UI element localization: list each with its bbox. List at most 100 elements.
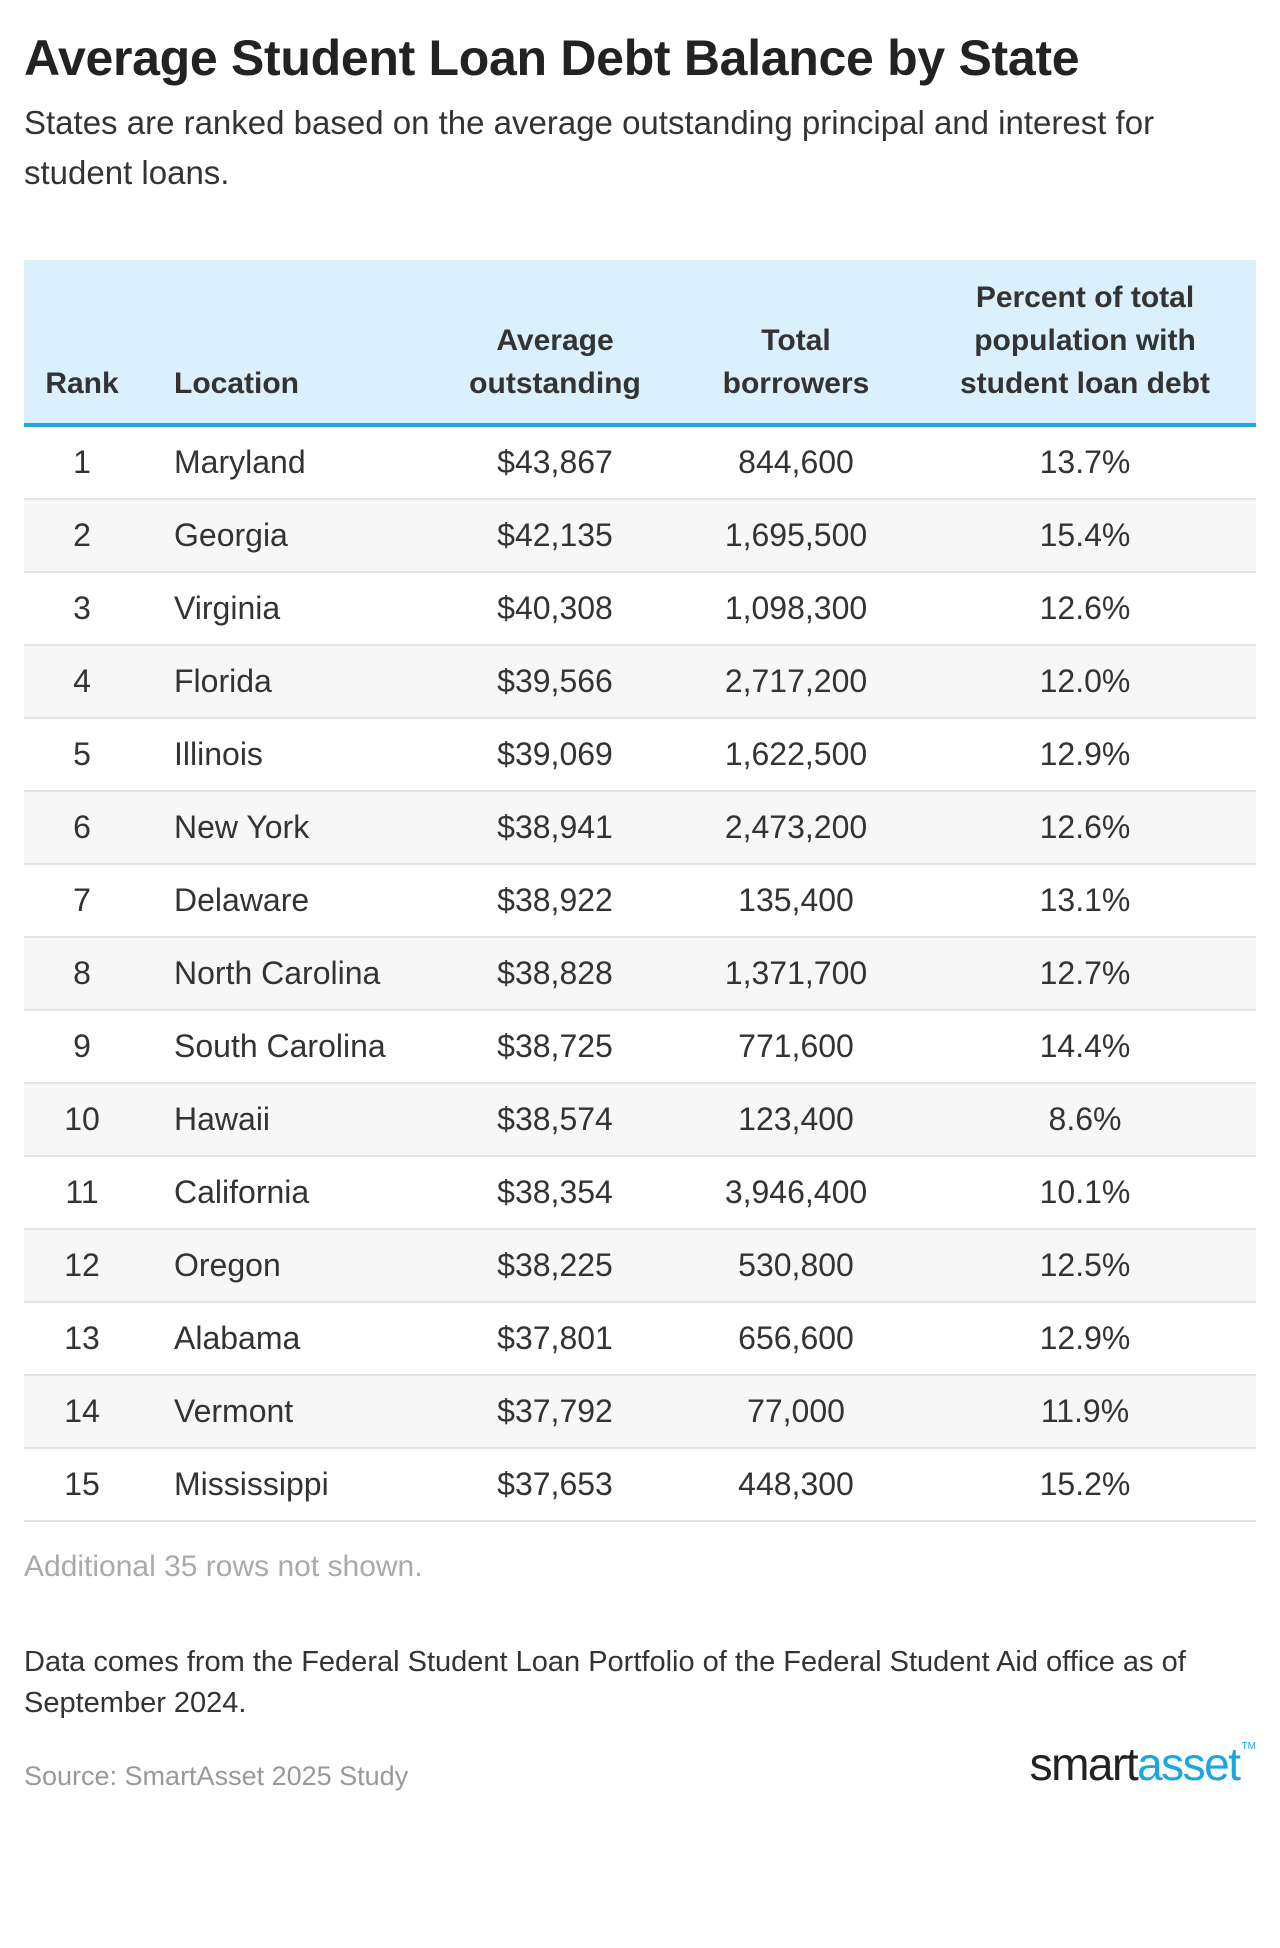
- cell-percent: 12.7%: [914, 937, 1256, 1011]
- cell-rank: 2: [24, 499, 140, 573]
- cell-average-outstanding: $39,069: [432, 718, 678, 792]
- table-row: 7 Delaware $38,922 135,400 13.1%: [24, 864, 1256, 938]
- smartasset-logo: smartasset TM: [1030, 1736, 1256, 1792]
- cell-average-outstanding: $39,566: [432, 645, 678, 719]
- cell-percent: 11.9%: [914, 1375, 1256, 1449]
- page: Average Student Loan Debt Balance by Sta…: [24, 30, 1256, 1792]
- table-row: 11 California $38,354 3,946,400 10.1%: [24, 1156, 1256, 1230]
- table-row: 8 North Carolina $38,828 1,371,700 12.7%: [24, 937, 1256, 1011]
- cell-location: Alabama: [140, 1302, 432, 1376]
- cell-total-borrowers: 1,622,500: [678, 718, 914, 792]
- table-row: 12 Oregon $38,225 530,800 12.5%: [24, 1229, 1256, 1303]
- table-row: 5 Illinois $39,069 1,622,500 12.9%: [24, 718, 1256, 792]
- cell-location: Delaware: [140, 864, 432, 938]
- cell-rank: 5: [24, 718, 140, 792]
- cell-average-outstanding: $38,828: [432, 937, 678, 1011]
- cell-average-outstanding: $38,574: [432, 1083, 678, 1157]
- cell-average-outstanding: $38,922: [432, 864, 678, 938]
- cell-percent: 13.7%: [914, 425, 1256, 500]
- cell-total-borrowers: 2,717,200: [678, 645, 914, 719]
- cell-rank: 1: [24, 425, 140, 500]
- cell-rank: 15: [24, 1448, 140, 1522]
- cell-average-outstanding: $37,653: [432, 1448, 678, 1522]
- header-rank: Rank: [24, 260, 140, 427]
- cell-total-borrowers: 1,371,700: [678, 937, 914, 1011]
- cell-location: New York: [140, 791, 432, 865]
- cell-rank: 14: [24, 1375, 140, 1449]
- cell-rank: 4: [24, 645, 140, 719]
- cell-percent: 12.0%: [914, 645, 1256, 719]
- cell-total-borrowers: 123,400: [678, 1083, 914, 1157]
- cell-rank: 8: [24, 937, 140, 1011]
- cell-average-outstanding: $38,725: [432, 1010, 678, 1084]
- cell-location: California: [140, 1156, 432, 1230]
- cell-average-outstanding: $43,867: [432, 425, 678, 500]
- cell-percent: 12.5%: [914, 1229, 1256, 1303]
- cell-location: Oregon: [140, 1229, 432, 1303]
- cell-location: South Carolina: [140, 1010, 432, 1084]
- header-average-outstanding: Average outstanding: [432, 260, 678, 427]
- cell-percent: 15.2%: [914, 1448, 1256, 1522]
- cell-rank: 9: [24, 1010, 140, 1084]
- table-row: 4 Florida $39,566 2,717,200 12.0%: [24, 645, 1256, 719]
- cell-rank: 10: [24, 1083, 140, 1157]
- cell-percent: 15.4%: [914, 499, 1256, 573]
- logo-smart: smart: [1029, 1738, 1139, 1790]
- data-table: Rank Location Average outstanding Total …: [24, 260, 1256, 1522]
- table-row: 15 Mississippi $37,653 448,300 15.2%: [24, 1448, 1256, 1522]
- cell-percent: 13.1%: [914, 864, 1256, 938]
- subtitle: States are ranked based on the average o…: [24, 104, 1155, 191]
- cell-rank: 13: [24, 1302, 140, 1376]
- cell-rank: 11: [24, 1156, 140, 1230]
- cell-location: Illinois: [140, 718, 432, 792]
- cell-location: Maryland: [140, 425, 432, 500]
- table-row: 2 Georgia $42,135 1,695,500 15.4%: [24, 499, 1256, 573]
- cell-total-borrowers: 135,400: [678, 864, 914, 938]
- header-percent-population: Percent of total population with student…: [914, 260, 1256, 427]
- logo-trademark: TM: [1241, 1741, 1256, 1752]
- table-row: 1 Maryland $43,867 844,600 13.7%: [24, 425, 1256, 500]
- table-row: 6 New York $38,941 2,473,200 12.6%: [24, 791, 1256, 865]
- table-row: 14 Vermont $37,792 77,000 11.9%: [24, 1375, 1256, 1449]
- header-total-borrowers: Total borrowers: [678, 260, 914, 427]
- table-row: 10 Hawaii $38,574 123,400 8.6%: [24, 1083, 1256, 1157]
- cell-location: North Carolina: [140, 937, 432, 1011]
- cell-location: Georgia: [140, 499, 432, 573]
- source: Source: SmartAsset 2025 Study: [24, 1761, 409, 1791]
- cell-location: Vermont: [140, 1375, 432, 1449]
- page-title: Average Student Loan Debt Balance by Sta…: [24, 30, 1080, 86]
- cell-rank: 3: [24, 572, 140, 646]
- cell-average-outstanding: $37,792: [432, 1375, 678, 1449]
- cell-total-borrowers: 771,600: [678, 1010, 914, 1084]
- cell-total-borrowers: 2,473,200: [678, 791, 914, 865]
- logo-asset: asset: [1137, 1738, 1241, 1790]
- cell-location: Hawaii: [140, 1083, 432, 1157]
- cell-total-borrowers: 530,800: [678, 1229, 914, 1303]
- cell-total-borrowers: 1,695,500: [678, 499, 914, 573]
- cell-total-borrowers: 3,946,400: [678, 1156, 914, 1230]
- cell-average-outstanding: $38,941: [432, 791, 678, 865]
- cell-location: Florida: [140, 645, 432, 719]
- cell-percent: 12.9%: [914, 1302, 1256, 1376]
- cell-rank: 7: [24, 864, 140, 938]
- cell-total-borrowers: 448,300: [678, 1448, 914, 1522]
- more-rows-note: Additional 35 rows not shown.: [24, 1550, 423, 1583]
- table-row: 3 Virginia $40,308 1,098,300 12.6%: [24, 572, 1256, 646]
- header-row: Rank Location Average outstanding Total …: [24, 260, 1256, 427]
- table-row: 9 South Carolina $38,725 771,600 14.4%: [24, 1010, 1256, 1084]
- cell-average-outstanding: $38,354: [432, 1156, 678, 1230]
- header-location: Location: [140, 260, 432, 427]
- cell-percent: 8.6%: [914, 1083, 1256, 1157]
- table-row: 13 Alabama $37,801 656,600 12.9%: [24, 1302, 1256, 1376]
- cell-percent: 10.1%: [914, 1156, 1256, 1230]
- data-note: Data comes from the Federal Student Loan…: [24, 1646, 1186, 1719]
- cell-percent: 14.4%: [914, 1010, 1256, 1084]
- cell-average-outstanding: $40,308: [432, 572, 678, 646]
- cell-average-outstanding: $38,225: [432, 1229, 678, 1303]
- cell-total-borrowers: 1,098,300: [678, 572, 914, 646]
- cell-percent: 12.6%: [914, 572, 1256, 646]
- cell-average-outstanding: $42,135: [432, 499, 678, 573]
- cell-rank: 12: [24, 1229, 140, 1303]
- cell-total-borrowers: 77,000: [678, 1375, 914, 1449]
- cell-percent: 12.9%: [914, 718, 1256, 792]
